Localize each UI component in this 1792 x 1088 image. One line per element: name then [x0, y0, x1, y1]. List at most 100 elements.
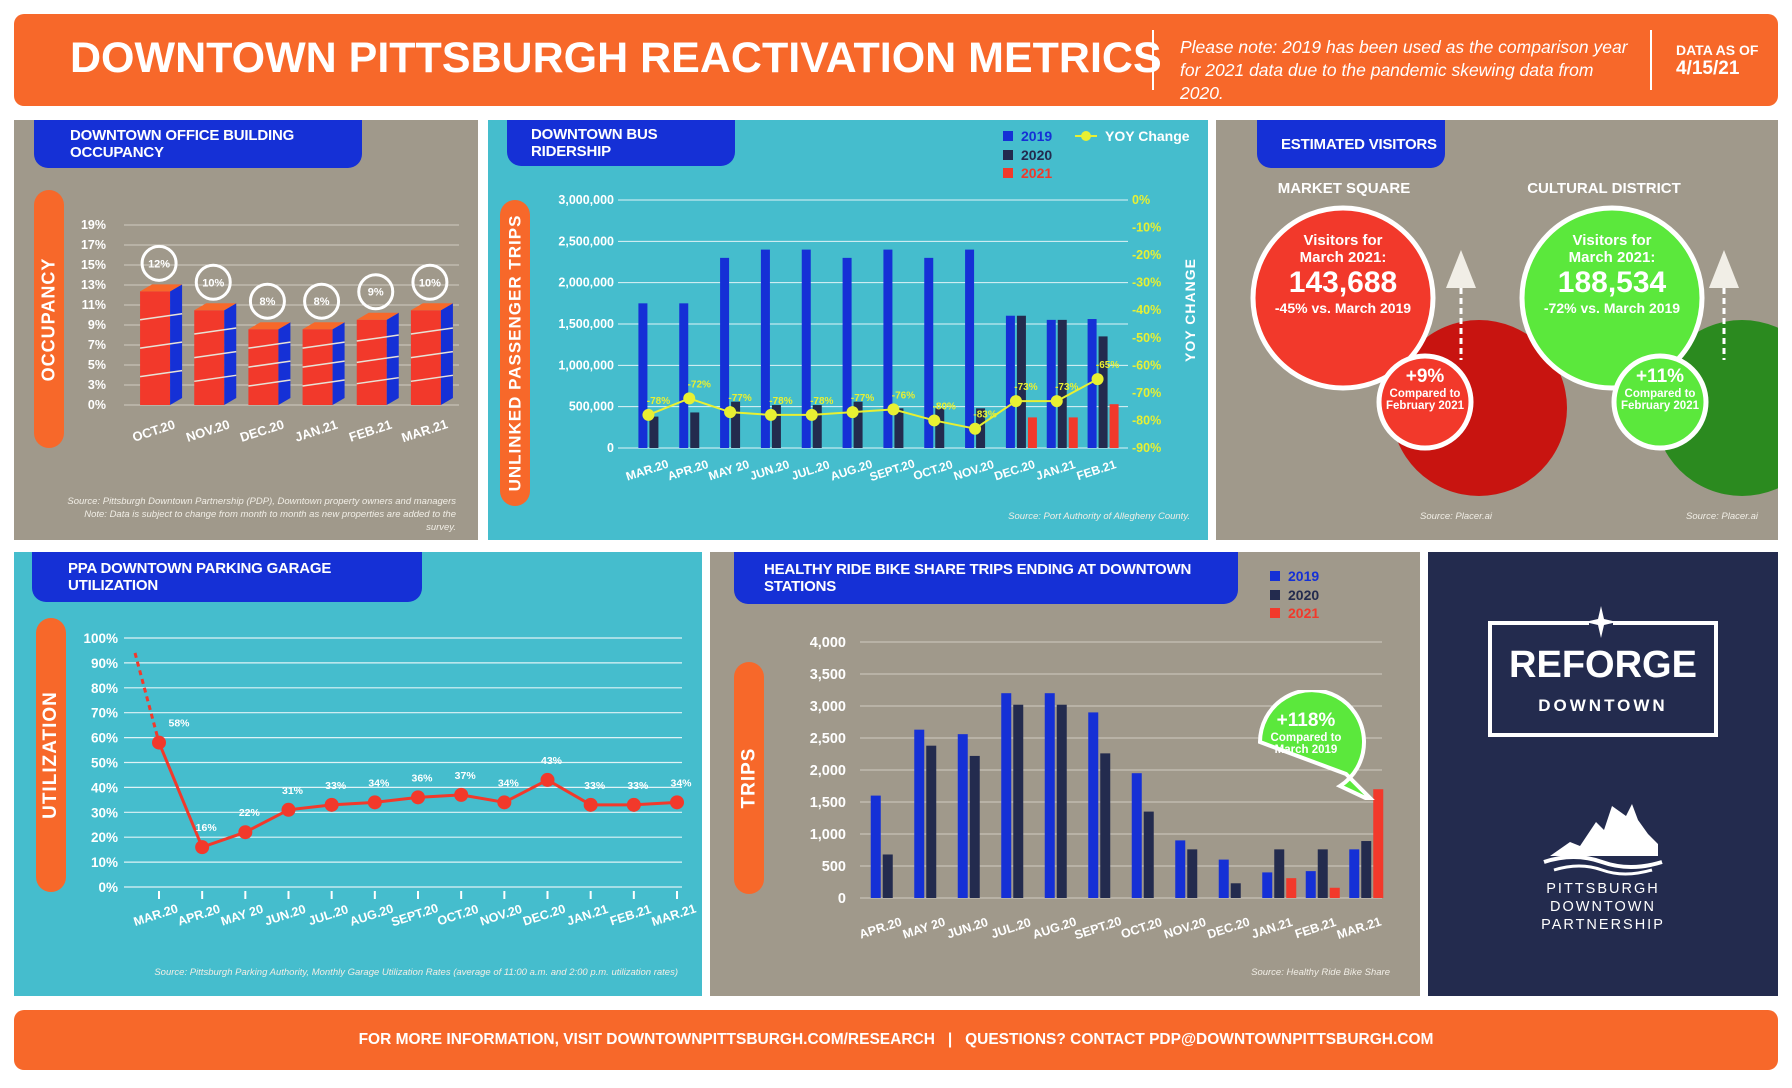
bike-y-tick: 4,000 — [810, 635, 846, 651]
visitors-graphics — [1250, 205, 1778, 496]
occupancy-bar-stripe — [248, 360, 291, 368]
bus-y2-tick: -50% — [1132, 331, 1161, 345]
bus-yoy-point — [1091, 373, 1104, 386]
bike-bar-2021 — [1286, 878, 1297, 898]
bike-x-tick: JUL.20 — [989, 915, 1032, 941]
occupancy-bar-side — [332, 322, 345, 405]
occupancy-chart: 0% 3% 5% 7% 9% 11% 13% 15% 17% 19% 12% OCT.20 10% NOV… — [81, 218, 459, 445]
bike-source: Source: Healthy Ride Bike Share — [1251, 967, 1390, 978]
parking-point — [626, 797, 641, 812]
bus-yoy-label: -72% — [688, 379, 711, 390]
occupancy-y-tick: 17% — [81, 238, 106, 252]
occupancy-bar-stripe — [302, 360, 345, 368]
bus-yoy-label: -77% — [851, 393, 874, 404]
as-of-label: DATA AS OF — [1676, 42, 1759, 58]
occupancy-bar-stripe — [139, 341, 183, 349]
parking-axis-label: UTILIZATION — [36, 618, 66, 892]
cultural-change-text: +11% Compared to February 2021 — [1621, 366, 1699, 412]
bus-bar-2019 — [1046, 319, 1056, 448]
bus-bar-2020 — [731, 401, 741, 448]
parking-y-tick: 20% — [91, 830, 118, 845]
occupancy-bar-stripe — [139, 369, 183, 378]
bus-yoy-point — [683, 392, 696, 405]
parking-x-tick: AUG.20 — [348, 902, 395, 929]
parking-x-tick: JUL.20 — [307, 902, 350, 928]
bike-bar-2019 — [914, 729, 925, 898]
bus-y2-tick: -60% — [1132, 358, 1161, 372]
occupancy-value-label: 10% — [202, 277, 224, 289]
occupancy-bar-stripe — [194, 374, 237, 383]
bus-y2-tick: -90% — [1132, 441, 1161, 455]
bus-y-tick: 1,500,000 — [558, 317, 614, 331]
bike-bar-2020 — [1274, 849, 1285, 898]
occupancy-bar-top — [302, 322, 345, 330]
parking-value-label: 36% — [411, 772, 433, 784]
bus-bar-2021 — [1109, 404, 1119, 448]
page-title: DOWNTOWN PITTSBURGH REACTIVATION METRICS — [70, 34, 1162, 82]
bus-yoy-line — [648, 378, 1099, 430]
bike-bar-2019 — [870, 795, 881, 898]
bike-bar-2020 — [926, 745, 937, 898]
bus-y2-tick: -40% — [1132, 303, 1161, 317]
bus-yoy-label: -73% — [1014, 382, 1037, 393]
pdp-name: PITTSBURGH DOWNTOWN PARTNERSHIP — [1541, 881, 1665, 934]
occupancy-x-tick: DEC.20 — [238, 417, 286, 445]
parking-value-label: 31% — [282, 785, 304, 797]
bike-callout-text: +118% Compared to March 2019 — [1270, 710, 1342, 756]
occupancy-note-text: Note: Data is subject to change from mon… — [84, 508, 456, 533]
bike-x-tick: DEC.20 — [1206, 915, 1252, 942]
occupancy-y-tick: 7% — [88, 338, 106, 352]
bike-legend-2021: 2021 — [1270, 605, 1319, 621]
parking-y-tick: 100% — [83, 631, 118, 646]
bus-right-axis-label: YOY CHANGE — [1182, 258, 1198, 362]
market-change-text: +9% Compared to February 2021 — [1386, 366, 1464, 412]
occupancy-bar-stripe — [248, 341, 291, 349]
parking-x-tick: SEPT.20 — [389, 901, 440, 929]
occupancy-y-tick: 11% — [82, 298, 106, 312]
cultural-district-heading: CULTURAL DISTRICT — [1527, 180, 1681, 197]
parking-value-label: 22% — [239, 807, 261, 819]
cultural-visitors-value: 188,534 — [1557, 266, 1667, 299]
occupancy-x-tick: NOV.20 — [184, 417, 231, 445]
occupancy-x-tick: FEB.21 — [347, 417, 394, 445]
occupancy-value-circle — [303, 282, 341, 320]
parking-point — [281, 802, 296, 817]
bike-x-tick: MAY 20 — [901, 915, 947, 942]
bus-bar-2020 — [812, 405, 822, 448]
bike-bar-2020 — [1187, 849, 1198, 898]
bus-y2-tick: -70% — [1132, 386, 1161, 400]
bus-y-tick: 2,500,000 — [558, 234, 614, 248]
bus-bar-2019 — [965, 249, 975, 448]
occupancy-bar-stripe — [248, 379, 291, 387]
bus-bar-2019 — [1005, 315, 1015, 448]
bus-bar-2020 — [894, 408, 904, 448]
occupancy-y-tick: 19% — [81, 218, 106, 232]
parking-x-tick: MAR.21 — [650, 901, 698, 928]
bike-y-tick: 0 — [838, 891, 846, 907]
bus-bar-2019 — [720, 257, 730, 448]
bike-bar-2020 — [1361, 841, 1372, 898]
header-note: Please note: 2019 has been used as the c… — [1180, 37, 1628, 103]
market-main-circle — [1250, 205, 1436, 391]
parking-x-tick: JUN.20 — [263, 902, 308, 928]
bike-bar-2020 — [969, 755, 980, 898]
occupancy-bar-stripe — [194, 327, 237, 335]
bike-chart: 0 500 1,000 1,500 2,000 2,500 3,000 3,500 4,000 A… — [810, 635, 1384, 942]
occupancy-value-circle — [357, 273, 395, 311]
parking-y-tick: 0% — [98, 880, 118, 895]
cultural-main-circle — [1519, 205, 1705, 391]
bus-yoy-label: -76% — [892, 390, 915, 401]
bus-legend-2019: 2019 — [1003, 128, 1052, 144]
occupancy-value-label: 8% — [314, 296, 330, 308]
parking-value-label: 34% — [670, 777, 692, 789]
occupancy-source-text: Source: Pittsburgh Downtown Partnership … — [67, 496, 456, 507]
occupancy-y-tick: 3% — [88, 378, 106, 392]
cultural-up-arrow-icon — [1709, 250, 1739, 288]
bus-y-tick: 3,000,000 — [558, 193, 614, 207]
bike-bar-2019 — [1305, 871, 1316, 898]
parking-y-tick: 30% — [91, 805, 118, 820]
bus-bar-2020 — [853, 401, 863, 448]
footer-text: FOR MORE INFORMATION, VISIT DOWNTOWNPITT… — [358, 1031, 1434, 1048]
occupancy-bar-side — [278, 322, 291, 405]
bus-y-tick: 500,000 — [569, 400, 614, 414]
